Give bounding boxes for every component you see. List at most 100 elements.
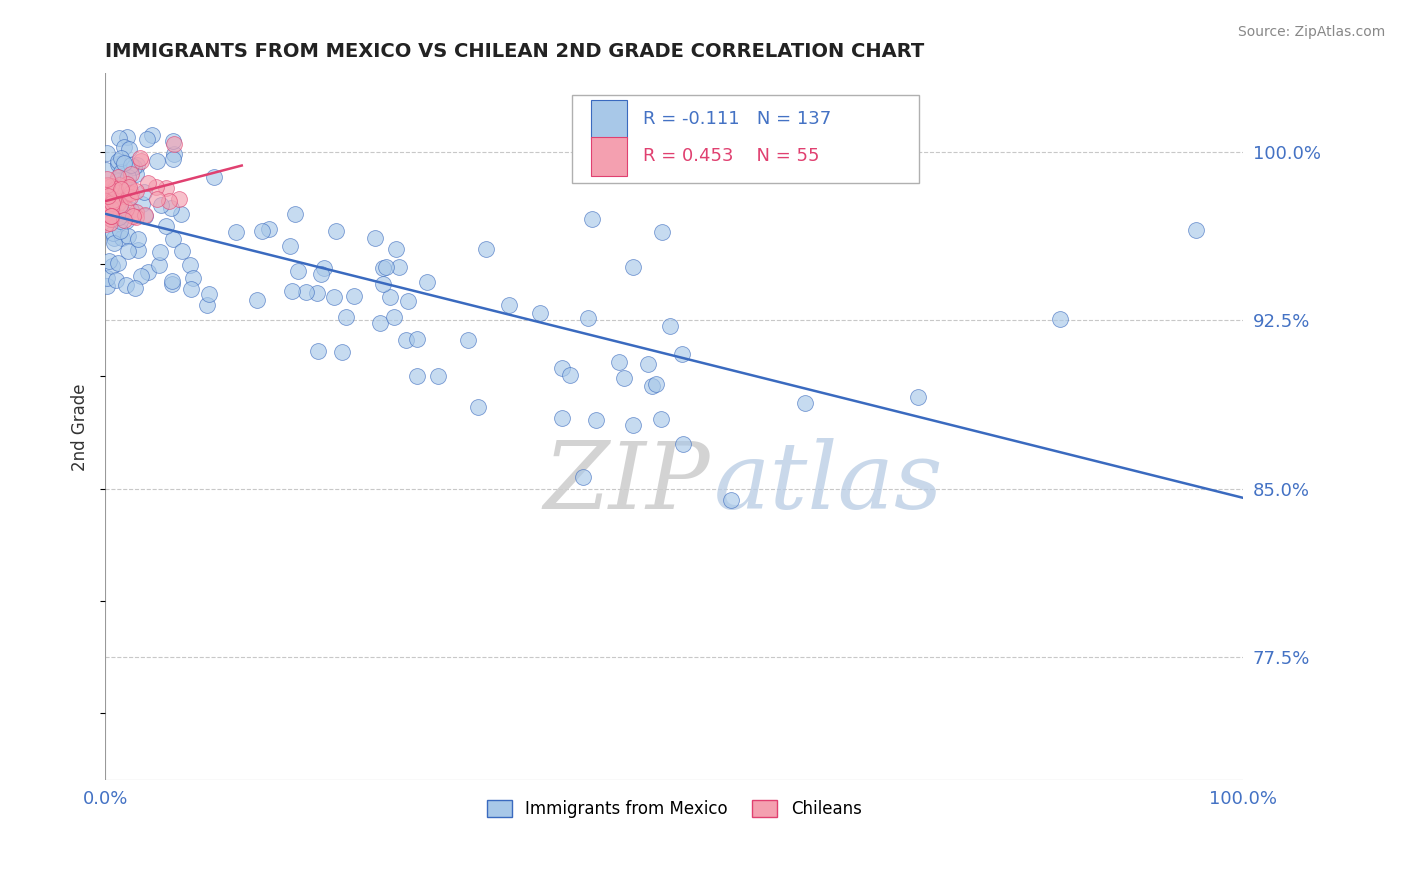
Point [104,205,127,219]
Point [395,334,418,348]
Point [100,197,122,211]
Point [467,401,489,415]
Point [672,436,695,450]
Point [124,281,146,295]
Point [136,265,159,279]
Point [114,189,136,203]
FancyBboxPatch shape [572,95,918,183]
Point [100,212,122,227]
Point [111,168,134,182]
Point [162,277,184,292]
Point [120,203,142,218]
Point [103,231,125,245]
Point [111,231,134,245]
Point [115,214,138,228]
Bar [591,100,627,139]
Point [112,155,135,169]
Point [122,209,145,223]
Point [149,245,172,260]
Point [96,172,118,186]
Point [621,417,644,432]
Point [1049,311,1071,326]
Point [107,169,129,184]
Point [117,169,139,184]
Point [406,333,429,347]
Text: ZIP: ZIP [543,438,710,528]
Point [97,189,120,203]
Point [100,201,122,215]
Point [181,271,204,285]
Point [659,319,682,334]
Text: R = -0.111   N = 137: R = -0.111 N = 137 [644,111,831,128]
Point [572,470,595,484]
Point [114,172,136,186]
Point [101,259,124,273]
Point [307,285,329,300]
Point [180,282,202,296]
Bar [591,136,627,176]
Point [127,243,149,257]
Point [111,176,134,190]
Point [117,244,139,259]
Point [128,151,150,165]
Point [107,178,129,192]
Point [104,273,127,287]
Point [475,242,498,256]
Point [100,209,122,223]
Point [145,180,167,194]
Point [195,298,218,312]
Point [98,215,121,229]
Point [179,258,201,272]
Point [529,306,551,320]
Point [108,198,131,212]
Point [110,151,132,165]
Point [94,163,117,178]
Point [323,290,346,304]
Point [335,310,357,325]
Point [162,232,184,246]
Point [155,219,177,233]
Point [107,157,129,171]
Point [110,182,132,196]
Point [396,294,419,309]
Point [457,333,479,347]
Point [112,207,135,221]
Point [112,140,135,154]
Point [607,355,630,369]
Point [405,369,427,384]
Point [585,413,607,427]
Point [122,160,145,174]
Point [129,153,152,168]
Point [637,357,659,371]
Point [1185,223,1208,237]
Point [134,209,156,223]
Point [170,244,193,258]
Point [107,154,129,169]
Point [117,228,139,243]
Point [103,193,125,207]
Point [100,210,122,224]
Point [170,207,193,221]
Point [368,316,391,330]
Point [103,180,125,194]
Point [107,195,129,210]
Point [115,129,138,144]
Point [363,231,385,245]
Point [135,132,157,146]
Point [375,260,398,275]
Point [259,222,281,236]
Point [651,225,673,239]
Point [150,198,173,212]
Point [287,264,309,278]
Point [907,390,929,404]
Point [134,208,156,222]
Point [325,224,347,238]
Point [112,154,135,169]
Point [120,158,142,172]
Point [107,256,129,270]
Point [157,194,180,209]
Point [225,225,247,239]
Point [145,193,167,207]
Point [343,289,366,303]
Point [94,202,117,216]
